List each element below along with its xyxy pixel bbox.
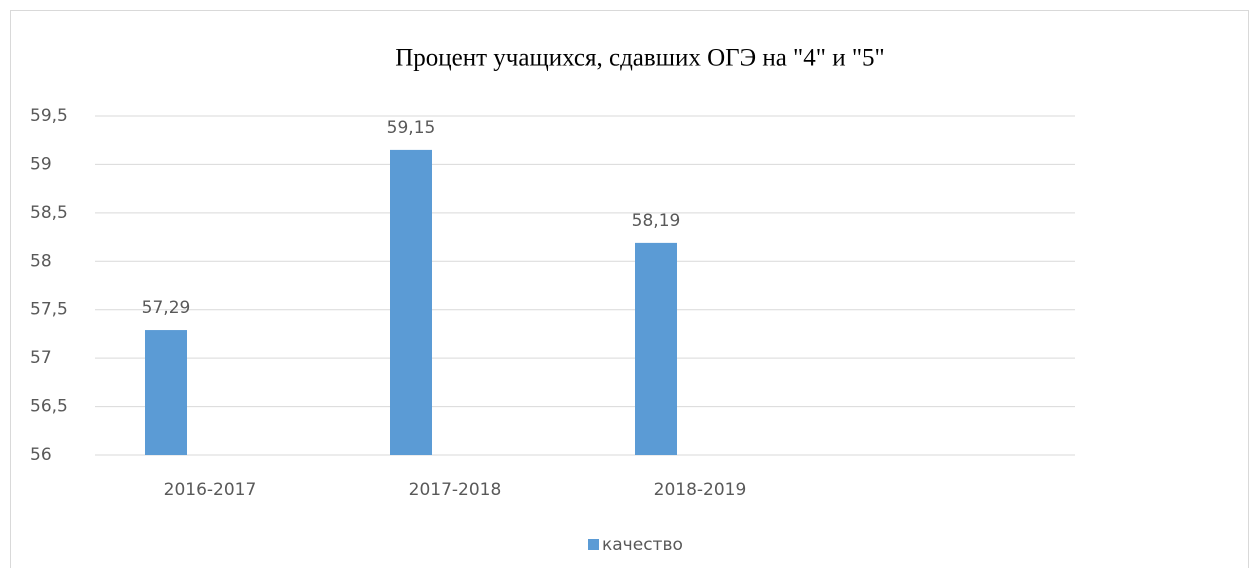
y-tick-label: 59,5 <box>30 106 68 126</box>
x-tick-label: 2017-2018 <box>409 480 502 500</box>
legend-swatch <box>588 539 599 550</box>
data-label: 59,15 <box>387 118 436 138</box>
y-tick-label: 59 <box>30 154 52 174</box>
y-tick-label: 57 <box>30 348 52 368</box>
y-tick-label: 57,5 <box>30 300 68 320</box>
chart-title: Процент учащихся, сдавших ОГЭ на "4" и "… <box>395 45 885 72</box>
data-label: 58,19 <box>632 211 681 231</box>
y-tick-label: 58 <box>30 251 52 271</box>
data-label: 57,29 <box>142 298 191 318</box>
legend-label: качество <box>602 535 683 555</box>
bar <box>390 149 432 455</box>
y-tick-label: 56 <box>30 445 52 465</box>
x-tick-label: 2016-2017 <box>164 480 257 500</box>
bar <box>145 330 187 455</box>
bar <box>635 242 677 455</box>
y-tick-label: 58,5 <box>30 203 68 223</box>
y-tick-label: 56,5 <box>30 397 68 417</box>
x-tick-label: 2018-2019 <box>654 480 747 500</box>
chart-border <box>10 10 1249 568</box>
